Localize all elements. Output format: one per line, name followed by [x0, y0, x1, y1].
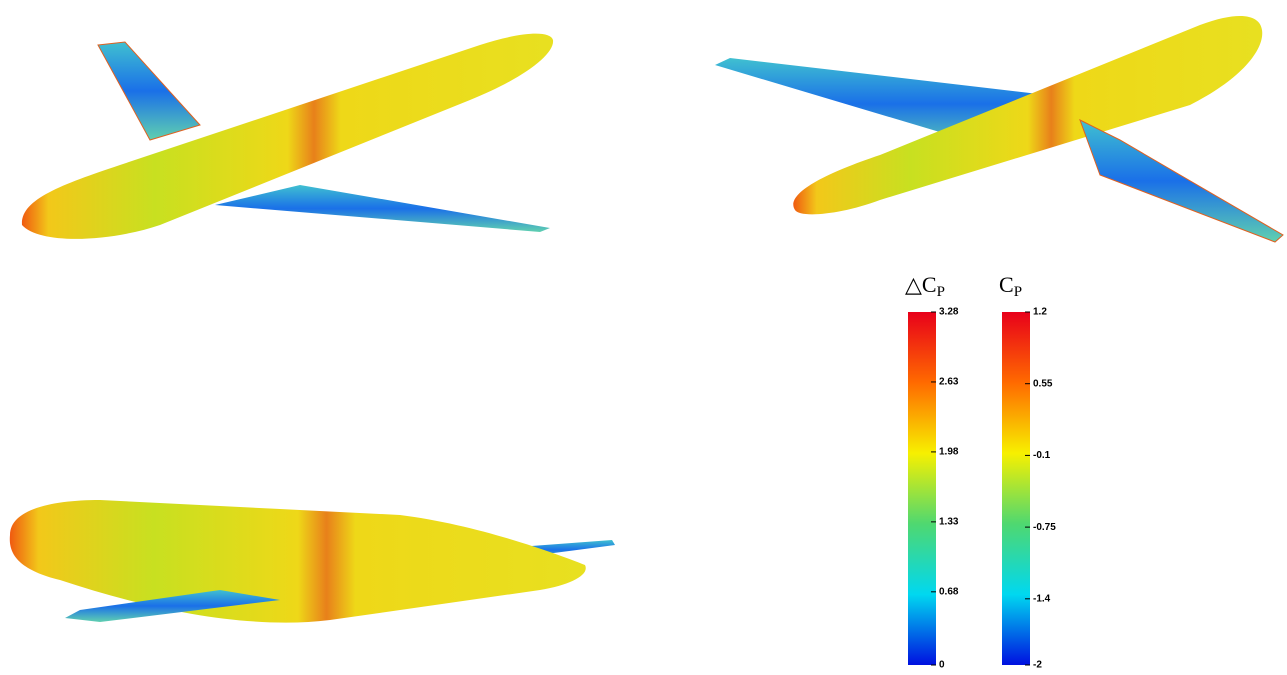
title-sub: P	[1014, 284, 1022, 300]
tick-label: 1.98	[939, 447, 959, 458]
aircraft-view-3	[10, 500, 615, 623]
colorbar-gradient	[908, 312, 936, 665]
tick-label: 3.28	[939, 307, 959, 318]
figure: △CP3.282.631.981.330.680CP1.20.55-0.1-0.…	[0, 0, 1287, 675]
aircraft-view-2	[715, 16, 1283, 242]
colorbar: △CP 3.28 2.63 1.98 1.33 0.68 0	[905, 272, 959, 671]
aircraft-view-1	[22, 34, 553, 239]
tick-label: 2.63	[939, 377, 959, 388]
title-sub: P	[937, 284, 945, 300]
colorbar-title: △CP	[905, 272, 945, 300]
tick-label: -0.75	[1033, 522, 1056, 533]
tick-label: -2	[1033, 660, 1042, 671]
colorbar: CP 1.2 0.55 -0.1 -0.75 -1.4 -2	[999, 272, 1056, 671]
tick-label: 0.68	[939, 586, 959, 597]
colorbar-title: CP	[999, 272, 1022, 300]
colorbar-gradient	[1002, 312, 1030, 665]
tick-label: 0.55	[1033, 378, 1053, 389]
tick-label: 1.2	[1033, 307, 1047, 318]
tick-label: 0	[939, 660, 945, 671]
title-main: △C	[905, 272, 937, 297]
title-main: C	[999, 272, 1014, 297]
tick-label: -1.4	[1033, 593, 1051, 604]
tick-label: 1.33	[939, 517, 959, 528]
page: △CP3.282.631.981.330.680CP1.20.55-0.1-0.…	[0, 0, 1287, 675]
tick-label: -0.1	[1033, 450, 1051, 461]
